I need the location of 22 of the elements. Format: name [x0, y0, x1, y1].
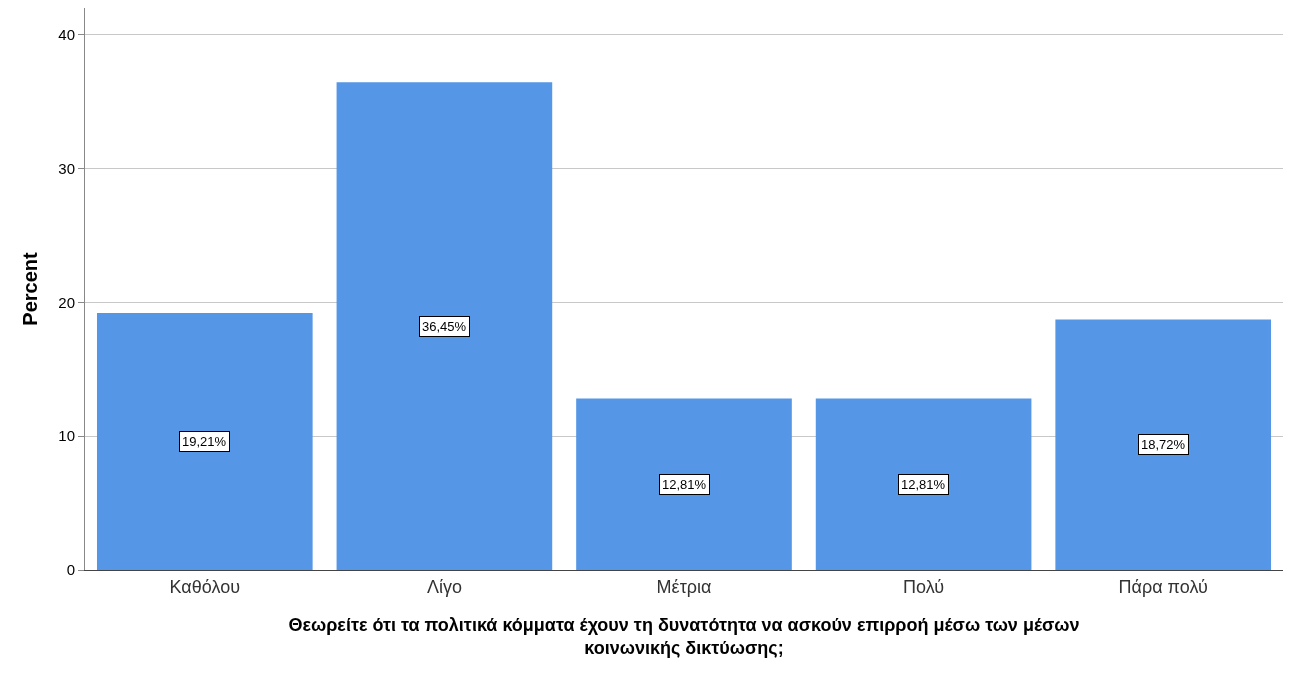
data-label: 12,81%	[901, 477, 946, 492]
data-label: 36,45%	[422, 319, 467, 334]
bar	[336, 82, 553, 570]
bar	[815, 398, 1032, 570]
x-tick-label: Πάρα πολύ	[1118, 576, 1208, 597]
x-tick-label: Μέτρια	[656, 576, 712, 597]
data-label: 19,21%	[182, 434, 227, 449]
data-label: 12,81%	[662, 477, 707, 492]
y-tick-label: 30	[58, 159, 75, 177]
x-tick-label: Πολύ	[903, 576, 945, 597]
y-axis-title: Percent	[18, 251, 41, 326]
x-tick-label: Λίγο	[426, 576, 462, 597]
y-tick-label: 10	[58, 427, 75, 445]
x-axis-title: Θεωρείτε ότι τα πολιτικά κόμματα έχουν τη δυνατότητα να ασκούν επιρροή μέσω των μέσων κοινωνικής δικτύωσης;	[288, 614, 1080, 659]
bar	[96, 312, 313, 570]
bar	[1055, 319, 1272, 570]
bar	[576, 398, 792, 570]
data-label: 18,72%	[1141, 437, 1186, 452]
y-tick-label: 40	[58, 26, 75, 44]
y-tick-label: 0	[66, 561, 75, 579]
y-tick-label: 20	[58, 293, 75, 311]
x-tick-label: Καθόλου	[169, 576, 241, 597]
